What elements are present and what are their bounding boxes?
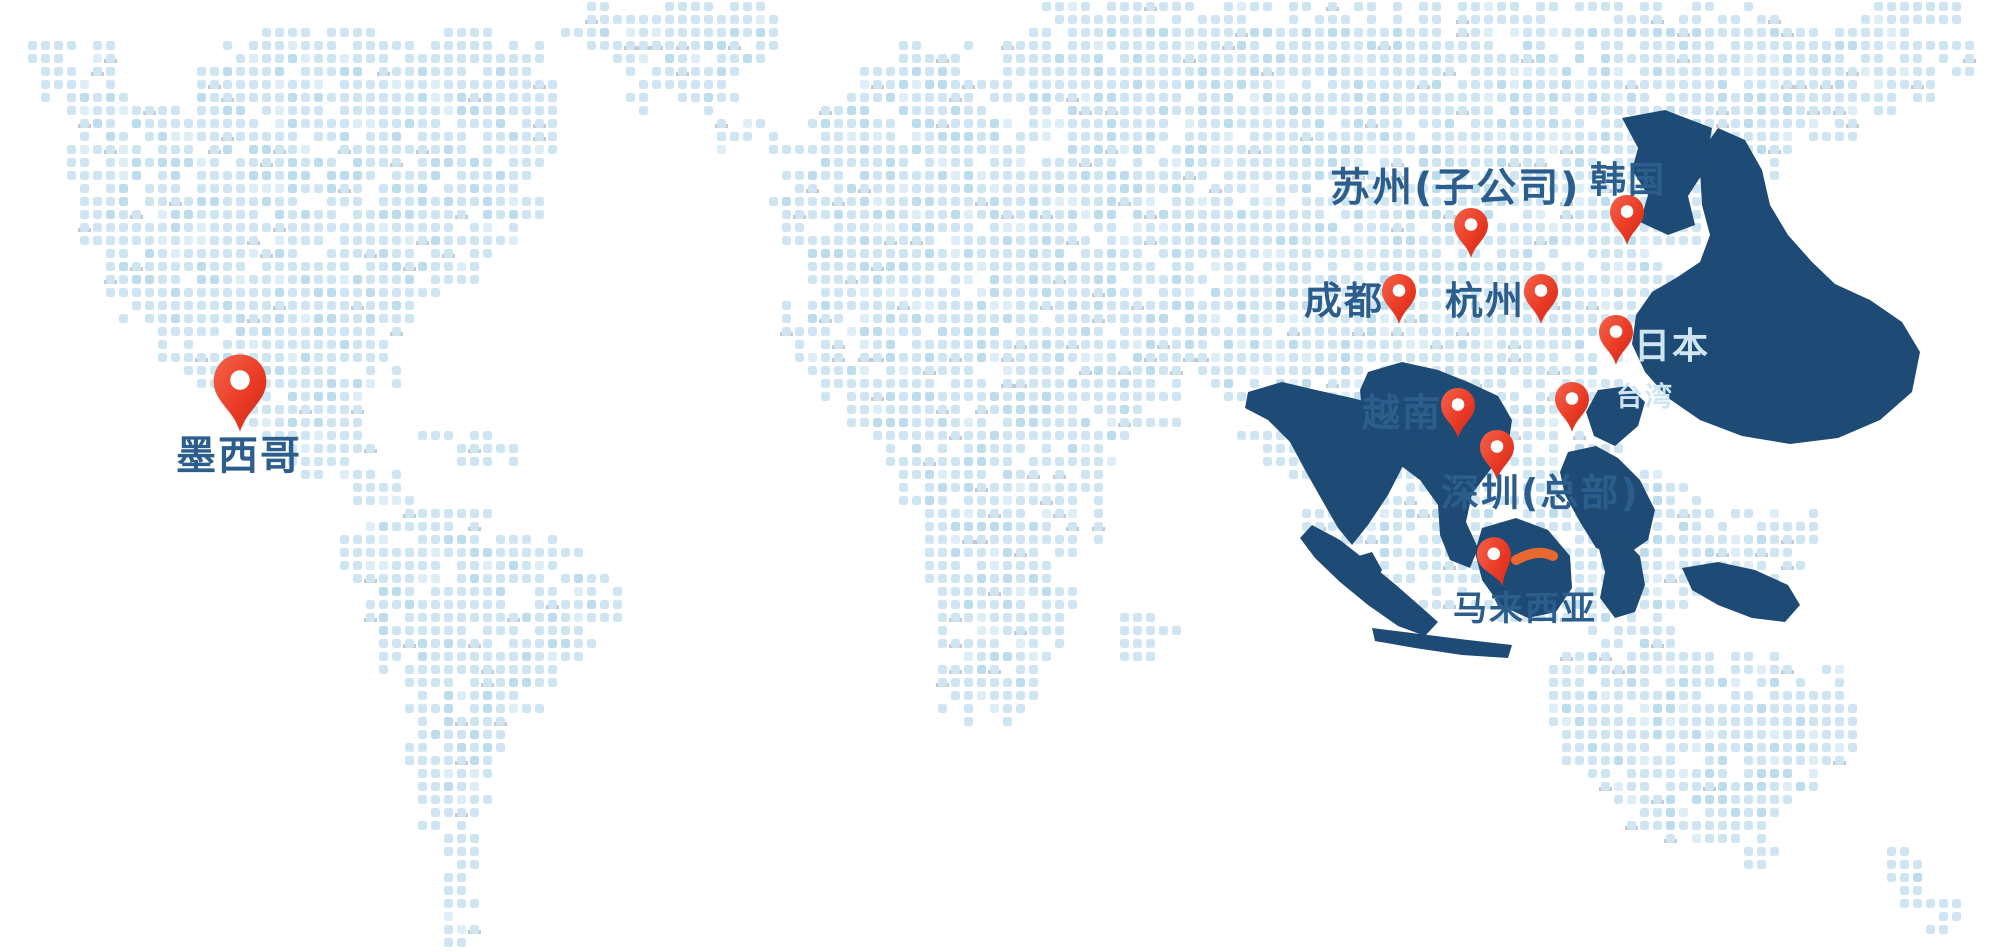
location-label-taiwan: 台湾 bbox=[1616, 382, 1674, 413]
location-label-malaysia: 马来西亚 bbox=[1453, 589, 1597, 629]
location-label-korea: 韩国 bbox=[1590, 160, 1667, 201]
location-label-shenzhen-hq: 深圳(总部) bbox=[1441, 471, 1640, 515]
map-pin-japan bbox=[1599, 315, 1633, 365]
region-java bbox=[1372, 628, 1512, 658]
location-label-hangzhou: 杭州 bbox=[1445, 279, 1526, 323]
location-label-mexico: 墨西哥 bbox=[176, 433, 302, 479]
dotted-landmass bbox=[28, 2, 1976, 947]
location-label-japan: 日本 bbox=[1634, 326, 1711, 367]
highlighted-regions bbox=[1245, 110, 1920, 658]
map-pin-mexico bbox=[213, 354, 267, 432]
region-indochina bbox=[1360, 362, 1512, 568]
region-india bbox=[1245, 382, 1412, 545]
location-label-vietnam: 越南 bbox=[1362, 391, 1443, 435]
region-philippines bbox=[1560, 446, 1655, 558]
region-sumatra bbox=[1300, 525, 1438, 636]
region-newguinea bbox=[1682, 562, 1800, 622]
location-label-suzhou: 苏州(子公司) bbox=[1330, 165, 1581, 211]
region-japan bbox=[1632, 128, 1920, 444]
region-sulawesi bbox=[1598, 538, 1645, 618]
location-label-chengdu: 成都 bbox=[1304, 279, 1385, 323]
map-pin-taiwan bbox=[1555, 382, 1589, 432]
region-korea bbox=[1622, 110, 1712, 235]
region-taiwan bbox=[1586, 386, 1645, 446]
malaysia-pin-swoosh-icon bbox=[1511, 547, 1558, 565]
